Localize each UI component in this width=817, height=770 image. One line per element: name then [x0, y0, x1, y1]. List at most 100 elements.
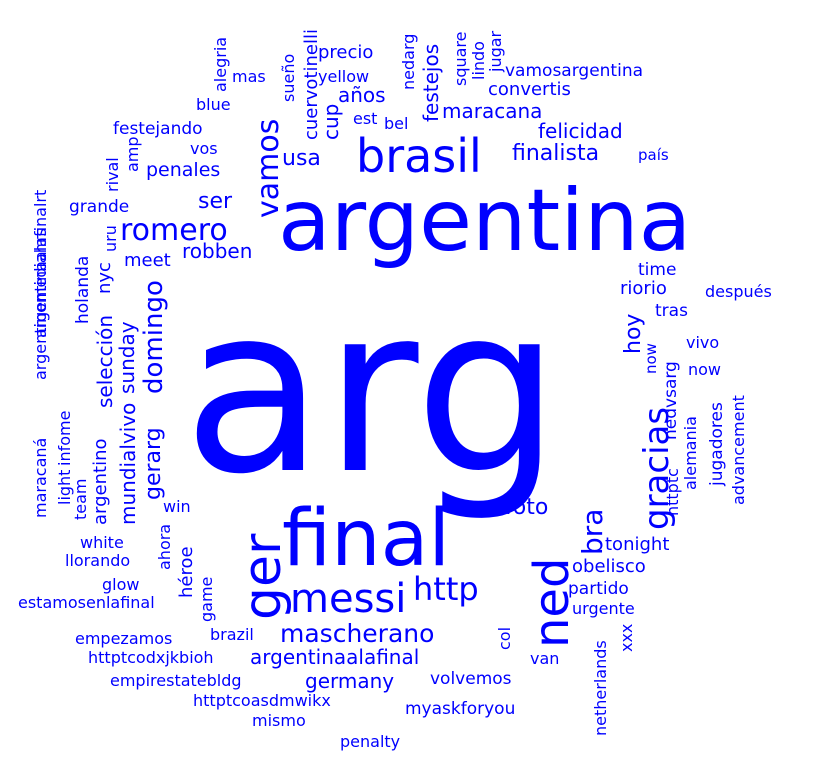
word-penales: penales — [146, 159, 220, 181]
word-bra: bra — [576, 509, 609, 555]
word-glow: glow — [102, 575, 139, 594]
word-argentino: argentino — [90, 438, 111, 525]
word-dijo: país — [638, 146, 669, 164]
word-usa: usa — [282, 146, 321, 171]
word-obelisco: obelisco — [572, 556, 646, 577]
word-cuervotinelli: cuervotinelli — [301, 29, 322, 140]
word-jugadores: jugadores — [707, 402, 727, 487]
word-maracana: maracana — [442, 99, 542, 123]
word-sunday: sunday — [115, 321, 139, 394]
word-white: white — [80, 533, 124, 552]
word-httptcodxjkbioh: httptcodxjkbioh — [88, 648, 214, 667]
word-nedvsarg: nedvsarg — [661, 361, 681, 440]
word-nedarg: nedarg — [399, 34, 418, 90]
word-messi: messi — [290, 576, 406, 622]
word-now: now — [642, 343, 660, 374]
word-seleccion: selección — [93, 315, 117, 408]
word-brasil: brasil — [356, 129, 482, 183]
word-netherlands: netherlands — [591, 640, 610, 736]
word-rival: rival — [103, 157, 122, 192]
word-team: team — [71, 478, 90, 520]
word-argentinaalafinal: argentinaalafinal — [250, 645, 419, 669]
word-ned: ned — [524, 558, 580, 648]
word-game: game — [197, 577, 216, 622]
word-win: win — [163, 497, 191, 516]
word-meet: meet — [124, 250, 171, 271]
word-despues: tras — [655, 301, 688, 321]
word-mismo: mismo — [252, 711, 306, 730]
word-final: final — [282, 494, 450, 584]
word-col: col — [495, 627, 514, 650]
word-infome: infome — [55, 411, 74, 466]
word-yellow: yellow — [318, 67, 369, 86]
word-volvemos: volvemos — [430, 669, 512, 689]
word-argentinaalafinalrt: argentinaalafinalrt — [31, 190, 50, 338]
word-argentina: argentina — [278, 171, 691, 271]
word-urgente: urgente — [572, 599, 635, 618]
word-mascherano: mascherano — [280, 619, 434, 648]
word-ger: ger — [233, 533, 293, 620]
word-amp: amp — [123, 136, 142, 172]
word-cup: cup — [319, 104, 343, 140]
word-vos: vos — [190, 139, 218, 158]
word-uru: uru — [101, 225, 120, 252]
word-est: est — [353, 109, 377, 128]
word-httptcoasdmwikx: httptcoasdmwikx — [193, 691, 331, 710]
word-tonight: tonight — [605, 534, 669, 555]
word-foto: foto — [505, 495, 548, 520]
word-empirestatebldg: empirestatebldg — [110, 671, 242, 690]
word-ahora: ahora — [155, 524, 174, 570]
word-grande: grande — [69, 197, 129, 217]
word-advancement: advancement — [729, 395, 748, 505]
word-maracana-acc: maracaná — [31, 438, 50, 518]
word-tras: vivo — [686, 333, 719, 352]
word-anos: años — [338, 83, 386, 107]
word-robben: robben — [182, 239, 252, 263]
word-precio: precio — [318, 42, 373, 63]
word-mundialvivo: mundialvivo — [116, 403, 140, 525]
word-partido: partido — [568, 579, 629, 599]
word-http: http — [413, 570, 479, 608]
word-jugar: jugar — [486, 30, 505, 73]
word-mas: mas — [232, 67, 266, 86]
word-ser: ser — [198, 189, 233, 214]
word-hoy: hoy — [621, 314, 646, 354]
word-empezamos: empezamos — [75, 629, 172, 648]
word-penalty: penalty — [340, 732, 400, 751]
word-convertis: convertis — [488, 79, 571, 100]
word-finalista: finalista — [512, 141, 599, 166]
word-felicidad: felicidad — [538, 119, 623, 143]
word-germany: germany — [305, 669, 394, 693]
word-lindo: lindo — [469, 41, 488, 80]
word-llorando: llorando — [65, 551, 130, 570]
word-sueno: sueño — [279, 54, 298, 102]
word-vamosargentina: vamosargentina — [505, 61, 643, 81]
word-van: van — [530, 649, 559, 668]
word-myaskforyou: myaskforyou — [405, 699, 515, 719]
word-domingo: domingo — [139, 280, 169, 394]
word-gracias: gracias — [637, 407, 677, 530]
word-alegria: alegria — [211, 37, 230, 92]
word-romero: romero — [120, 213, 228, 248]
word-heroe: héroe — [176, 546, 197, 598]
word-httptc: httptc — [663, 468, 682, 516]
word-riorio: después — [705, 282, 772, 301]
word-festejos: festejos — [419, 44, 443, 122]
word-festejando: festejando — [113, 119, 203, 139]
word-gerarg: gerarg — [141, 427, 166, 500]
word-argentinomediahrs: argentinomediahrs — [31, 228, 50, 380]
word-brazil: brazil — [210, 625, 254, 644]
word-alemania: alemania — [681, 416, 700, 490]
word-square: square — [451, 31, 470, 86]
word-estamosenlafinal: estamosenlafinal — [18, 593, 155, 612]
word-xxx: xxx — [617, 624, 636, 652]
word-vivo: now — [688, 360, 721, 379]
word-holanda: holanda — [73, 256, 93, 324]
word-bel: bel — [384, 114, 408, 133]
word-nyc: nyc — [94, 262, 115, 294]
word-pais: time — [638, 260, 676, 280]
word-time: riorio — [620, 278, 667, 299]
word-blue: blue — [196, 95, 231, 114]
